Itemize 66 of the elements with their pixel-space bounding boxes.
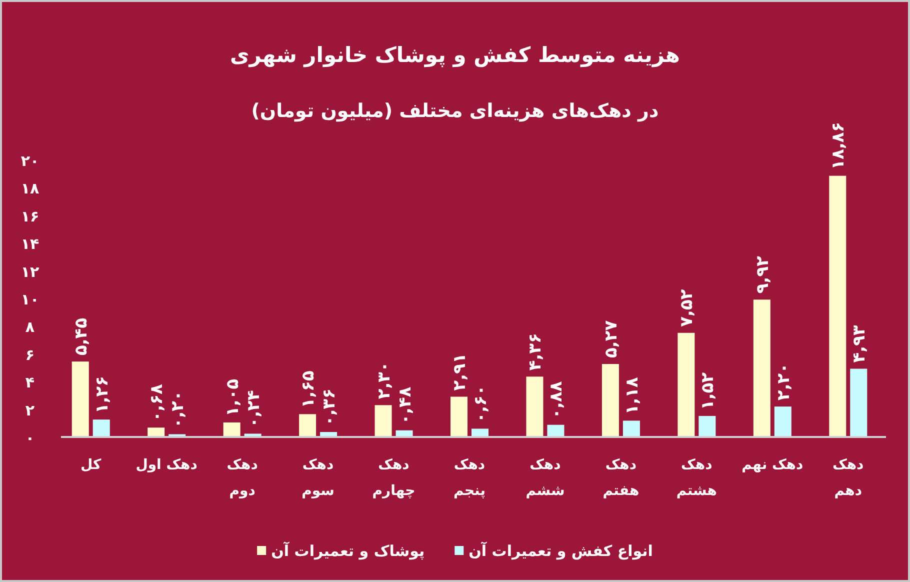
x-tick-label: دهک دوم [226,456,259,501]
bar [374,405,392,437]
x-tick-label: دهک نهم [741,456,804,475]
bar [92,420,110,437]
y-tick-label: ۶ [25,346,35,364]
bar [148,428,165,437]
data-label: ۱,۵۲ [698,372,718,410]
bar [753,300,770,437]
data-label: ۱,۶۵ [298,370,319,408]
bar [472,428,488,437]
x-tick-label: دهک سوم [300,456,336,501]
legend-label: انواع کفش و تعمیرات آن [468,541,653,560]
y-tick-label: ۲۰ [20,152,40,170]
data-label: ۵,۴۵ [71,318,92,356]
y-tick-label: ۴ [25,374,35,392]
data-label: ۱,۰۵ [222,378,243,416]
data-label: ۰,۳۶ [320,388,340,426]
y-tick-label: ۲ [25,401,35,420]
x-tick-label: دهک ششم [524,456,566,501]
x-tick-label: دهک چهارم [371,456,416,501]
x-tick-label: دهک اول [136,456,198,475]
chart-title: هزینه متوسط کفش و پوشاک خانوار شهری [230,43,680,68]
y-tick-label: ۱۶ [20,207,40,226]
bar [450,396,468,437]
data-label: ۹,۹۲ [752,255,773,294]
x-tick-label: دهک پنجم [452,456,487,501]
data-label: ۰,۲۰ [168,390,188,428]
y-tick-label: ۱۲ [20,262,40,281]
data-label: ۰,۴۸ [395,386,416,424]
x-tick-label: دهک هفتم [602,456,640,501]
bar [299,414,316,437]
bar [678,332,695,437]
data-label: ۴,۳۶ [526,333,546,371]
bar [223,422,240,437]
bar [774,406,792,437]
chart-subtitle: در دهک‌های هزینه‌ای مختلف (میلیون تومان) [251,100,659,122]
x-tick-label: دهک هشتم [675,456,718,501]
bar [547,424,564,437]
data-label: ۲,۹۱ [450,353,470,391]
data-label: ۱,۲۶ [92,376,112,414]
data-label: ۰,۶۰ [471,385,491,423]
data-label: ۵,۲۷ [601,320,622,358]
data-label: ۰,۶۸ [147,383,168,422]
x-tick-label: کل [80,456,102,475]
y-tick-label: ۱۸ [20,180,40,198]
data-label: ۷,۵۲ [677,288,698,327]
data-label: ۰,۸۸ [546,380,567,419]
data-label: ۱,۱۸ [622,376,642,415]
bar [622,420,640,437]
y-tick-label: ۸ [25,318,35,336]
data-label: ۴,۹۳ [850,324,870,363]
bar [526,376,544,437]
data-label: ۰,۲۴ [244,390,264,428]
bar [602,364,619,437]
bar [698,416,716,437]
y-tick-label: ۱۰ [20,290,40,308]
bar [72,362,89,437]
bar [829,176,846,437]
x-tick-label: دهک دهم [832,456,865,501]
bar [850,368,868,437]
data-label: ۲,۳۰ [374,362,394,400]
legend-label: پوشاک و تعمیرات آن [271,541,425,560]
data-label: ۱۸,۸۶ [828,122,849,170]
data-label: ۲,۲۰ [774,362,794,401]
y-tick-label: ۰ [25,429,35,447]
y-tick-label: ۱۴ [20,235,40,254]
